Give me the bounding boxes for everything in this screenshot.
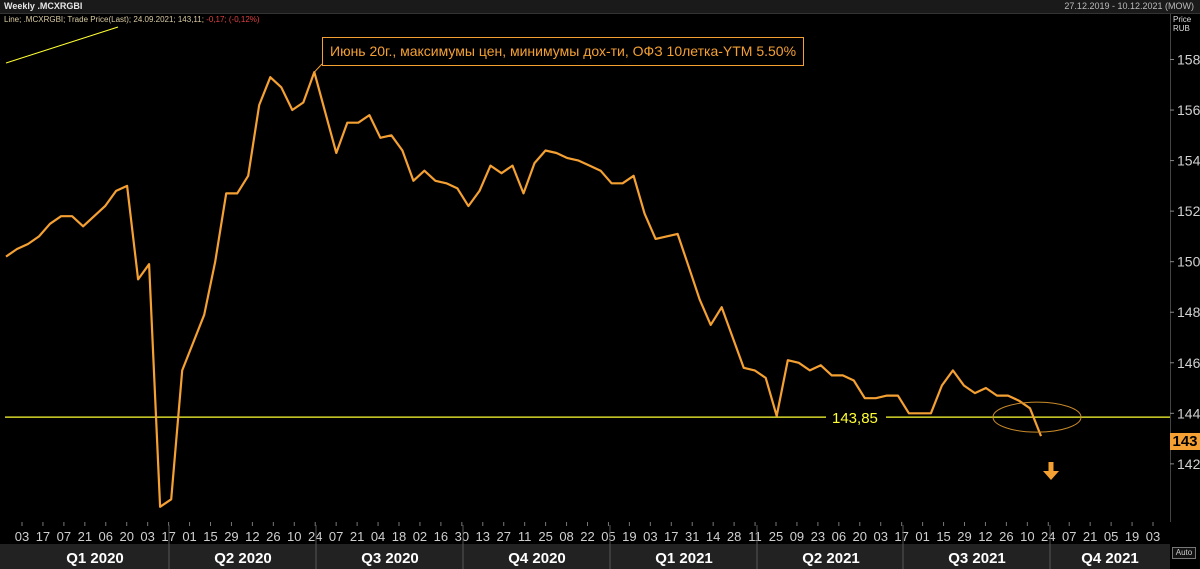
quarter-band	[0, 544, 1170, 569]
quarter-label: Q3 2020	[361, 550, 419, 567]
y-tick-label: 142	[1177, 456, 1200, 472]
x-tick-label: 28	[727, 529, 741, 544]
x-tick-label: 27	[496, 529, 510, 544]
x-tick-label: 17	[36, 529, 50, 544]
x-tick-label: 03	[15, 529, 29, 544]
x-tick-label: 14	[706, 529, 720, 544]
x-tick-label: 25	[769, 529, 783, 544]
x-tick-label: 25	[538, 529, 552, 544]
x-tick-label: 05	[601, 529, 615, 544]
legend-change: -0,17; (-0,12%)	[206, 15, 260, 24]
x-tick-label: 10	[287, 529, 301, 544]
series-legend: Line; .MCXRGBI; Trade Price(Last); 24.09…	[4, 15, 260, 24]
x-tick-label: 22	[580, 529, 594, 544]
quarter-label: Q4 2020	[508, 550, 566, 567]
x-tick-label: 19	[1125, 529, 1139, 544]
auto-scale-button[interactable]: Auto	[1172, 547, 1196, 559]
x-tick-label: 23	[811, 529, 825, 544]
x-tick-label: 20	[119, 529, 133, 544]
x-tick-label: 20	[853, 529, 867, 544]
x-tick-label: 31	[685, 529, 699, 544]
x-tick-label: 17	[664, 529, 678, 544]
support-label: 143,85	[832, 410, 878, 427]
y-tick-label: 144	[1177, 405, 1200, 421]
y-tick-label: 146	[1177, 355, 1200, 371]
x-tick-label: 29	[957, 529, 971, 544]
x-tick-label: 05	[1104, 529, 1118, 544]
quarter-label: Q2 2020	[214, 550, 272, 567]
x-tick-label: 21	[350, 529, 364, 544]
x-tick-label: 03	[1146, 529, 1160, 544]
date-range: 27.12.2019 - 10.12.2021 (MOW)	[1064, 1, 1194, 11]
x-tick-label: 17	[894, 529, 908, 544]
x-tick-label: 06	[99, 529, 113, 544]
support-label-bg	[826, 408, 886, 427]
chart-title: Weekly .MCXRGBI	[4, 1, 83, 11]
x-tick-label: 21	[1083, 529, 1097, 544]
down-arrow-shaft	[1048, 462, 1054, 472]
x-tick-label: 06	[832, 529, 846, 544]
down-arrow-head	[1043, 471, 1059, 480]
x-tick-label: 02	[413, 529, 427, 544]
x-tick-label: 03	[140, 529, 154, 544]
last-value-badge: 143	[1170, 433, 1200, 450]
y-tick-label: 150	[1177, 254, 1200, 270]
x-tick-label: 12	[978, 529, 992, 544]
y-tick-label: 156	[1177, 102, 1200, 118]
x-tick-label: 01	[915, 529, 929, 544]
x-tick-label: 10	[1020, 529, 1034, 544]
y-tick-label: 152	[1177, 203, 1200, 219]
x-tick-label: 21	[78, 529, 92, 544]
quarter-label: Q2 2021	[802, 550, 860, 567]
trend-line	[5, 26, 119, 64]
x-tick-label: 18	[392, 529, 406, 544]
x-tick-label: 11	[748, 529, 762, 544]
x-tick-label: 04	[371, 529, 385, 544]
title-bar: Weekly .MCXRGBI 27.12.2019 - 10.12.2021 …	[0, 0, 1200, 14]
x-tick-label: 07	[1062, 529, 1076, 544]
quarter-label: Q1 2021	[655, 550, 713, 567]
annotation-box[interactable]: Июнь 20г., максимумы цен, минимумы дох-т…	[322, 37, 805, 66]
x-tick-label: 11	[518, 529, 532, 544]
x-tick-label: 12	[245, 529, 259, 544]
y-tick-label: 148	[1177, 304, 1200, 320]
series-line	[5, 70, 1043, 508]
quarter-label: Q4 2021	[1081, 550, 1139, 567]
x-tick-label: 19	[622, 529, 636, 544]
axis-header-currency: RUB	[1173, 24, 1190, 33]
quarter-label: Q1 2020	[66, 550, 124, 567]
x-tick-label: 26	[266, 529, 280, 544]
y-tick-label: 158	[1177, 51, 1200, 67]
axis-header-price: Price	[1173, 15, 1192, 24]
x-tick-label: 07	[329, 529, 343, 544]
x-tick-label: 08	[559, 529, 573, 544]
x-tick-label: 13	[476, 529, 490, 544]
annotation-connector	[313, 63, 323, 73]
x-tick-label: 07	[57, 529, 71, 544]
x-tick-label: 26	[999, 529, 1013, 544]
axis-header: Price RUB	[1173, 15, 1191, 33]
plot-area[interactable]	[5, 14, 1171, 522]
x-tick-label: 15	[936, 529, 950, 544]
legend-text: Line; .MCXRGBI; Trade Price(Last); 24.09…	[4, 15, 204, 24]
x-tick-label: 30	[455, 529, 469, 544]
x-tick-label: 03	[643, 529, 657, 544]
x-tick-label: 24	[308, 529, 322, 544]
x-tick-label: 16	[434, 529, 448, 544]
y-tick-label: 154	[1177, 153, 1200, 169]
x-tick-label: 29	[224, 529, 238, 544]
low-ellipse	[992, 401, 1082, 433]
x-tick-label: 24	[1041, 529, 1055, 544]
x-tick-label: 09	[790, 529, 804, 544]
x-tick-label: 01	[182, 529, 196, 544]
x-tick-label: 15	[203, 529, 217, 544]
x-tick-label: 03	[873, 529, 887, 544]
quarter-label: Q3 2021	[948, 550, 1006, 567]
